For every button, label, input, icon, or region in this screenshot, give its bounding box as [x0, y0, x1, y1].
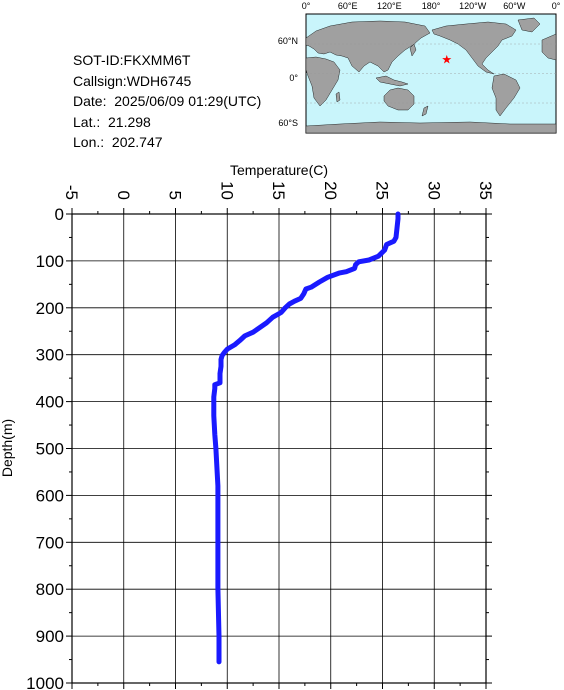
x-axis-ticks: -5 0 5 10 15 20 25 30 35 [62, 181, 495, 689]
greenland-landmass [517, 17, 541, 33]
north-america-landmass [431, 21, 517, 75]
australia-landmass [383, 87, 415, 111]
temperature-profile-line [211, 211, 401, 665]
y-tick-label: 1000 [26, 674, 64, 690]
africa-landmass [305, 56, 341, 107]
y-tick-label: 400 [36, 393, 64, 412]
date-label: Date: 2025/06/09 01:29(UTC) [73, 93, 262, 109]
y-axis-title: Depth(m) [0, 419, 15, 477]
y-tick-label: 600 [36, 486, 64, 505]
y-tick-label: 100 [36, 252, 64, 271]
map-lon-label: 0° [302, 1, 311, 11]
callsign-label: Callsign:WDH6745 [73, 72, 192, 89]
map-lat-label: 0° [289, 73, 298, 83]
y-tick-label: 300 [36, 346, 64, 365]
float-info-panel: SOT-ID:FKXMM6T Callsign:WDH6745 Date: 20… [73, 50, 261, 153]
map-lon-label: 60°W [503, 1, 526, 11]
map-lat-label: 60°N [278, 36, 298, 46]
y-tick-label: 0 [55, 205, 64, 224]
map-lon-label: 120°E [377, 1, 402, 11]
europe-right-landmass [541, 33, 557, 61]
south-america-landmass [491, 73, 521, 117]
map-lon-label: 180° [422, 1, 441, 11]
x-tick-label: 15 [269, 181, 288, 200]
star-marker: ★ [441, 52, 452, 66]
map-longitude-labels: 0° 60°E 120°E 180° 120°W 60°W 0° [302, 1, 561, 11]
x-tick-label: 25 [373, 181, 392, 200]
chart-grid [71, 213, 487, 684]
x-tick-label: 5 [166, 191, 185, 200]
map-lat-label: 60°S [278, 118, 298, 128]
indonesia-landmass [375, 75, 409, 87]
x-tick-label: 10 [217, 181, 236, 200]
sot-id-label: SOT-ID:FKXMM6T [73, 52, 191, 68]
y-tick-label: 900 [36, 627, 64, 646]
newzealand-landmass [421, 105, 429, 117]
x-tick-label: -5 [62, 185, 81, 200]
location-map: 0° 60°E 120°E 180° 120°W 60°W 0° 60°N 0° 60°S ★ [278, 1, 561, 134]
y-tick-label: 700 [36, 533, 64, 552]
eurasia-landmass [305, 20, 431, 73]
x-tick-label: 30 [424, 181, 443, 200]
map-grid [306, 43, 556, 104]
x-tick-label: 20 [321, 181, 340, 200]
japan-landmass [409, 43, 417, 57]
y-tick-label: 800 [36, 580, 64, 599]
y-tick-label: 500 [36, 440, 64, 459]
x-tick-label: 35 [476, 181, 495, 200]
map-land [305, 17, 557, 134]
x-axis-title: Temperature(C) [230, 162, 328, 178]
y-axis-ticks: 0 100 200 300 400 500 600 700 800 900 1000 [26, 205, 492, 690]
map-latitude-labels: 60°N 0° 60°S [278, 36, 299, 128]
star-icon: ★ [441, 52, 452, 66]
map-lon-label: 0° [552, 1, 561, 11]
antarctica-landmass [305, 121, 557, 134]
map-lon-label: 120°W [459, 1, 487, 11]
madagascar-landmass [335, 91, 341, 103]
x-tick-label: 0 [114, 191, 133, 200]
longitude-label: Lon.: 202.747 [73, 134, 163, 150]
map-lon-label: 60°E [338, 1, 358, 11]
y-tick-label: 200 [36, 299, 64, 318]
latitude-label: Lat.: 21.298 [73, 113, 151, 130]
